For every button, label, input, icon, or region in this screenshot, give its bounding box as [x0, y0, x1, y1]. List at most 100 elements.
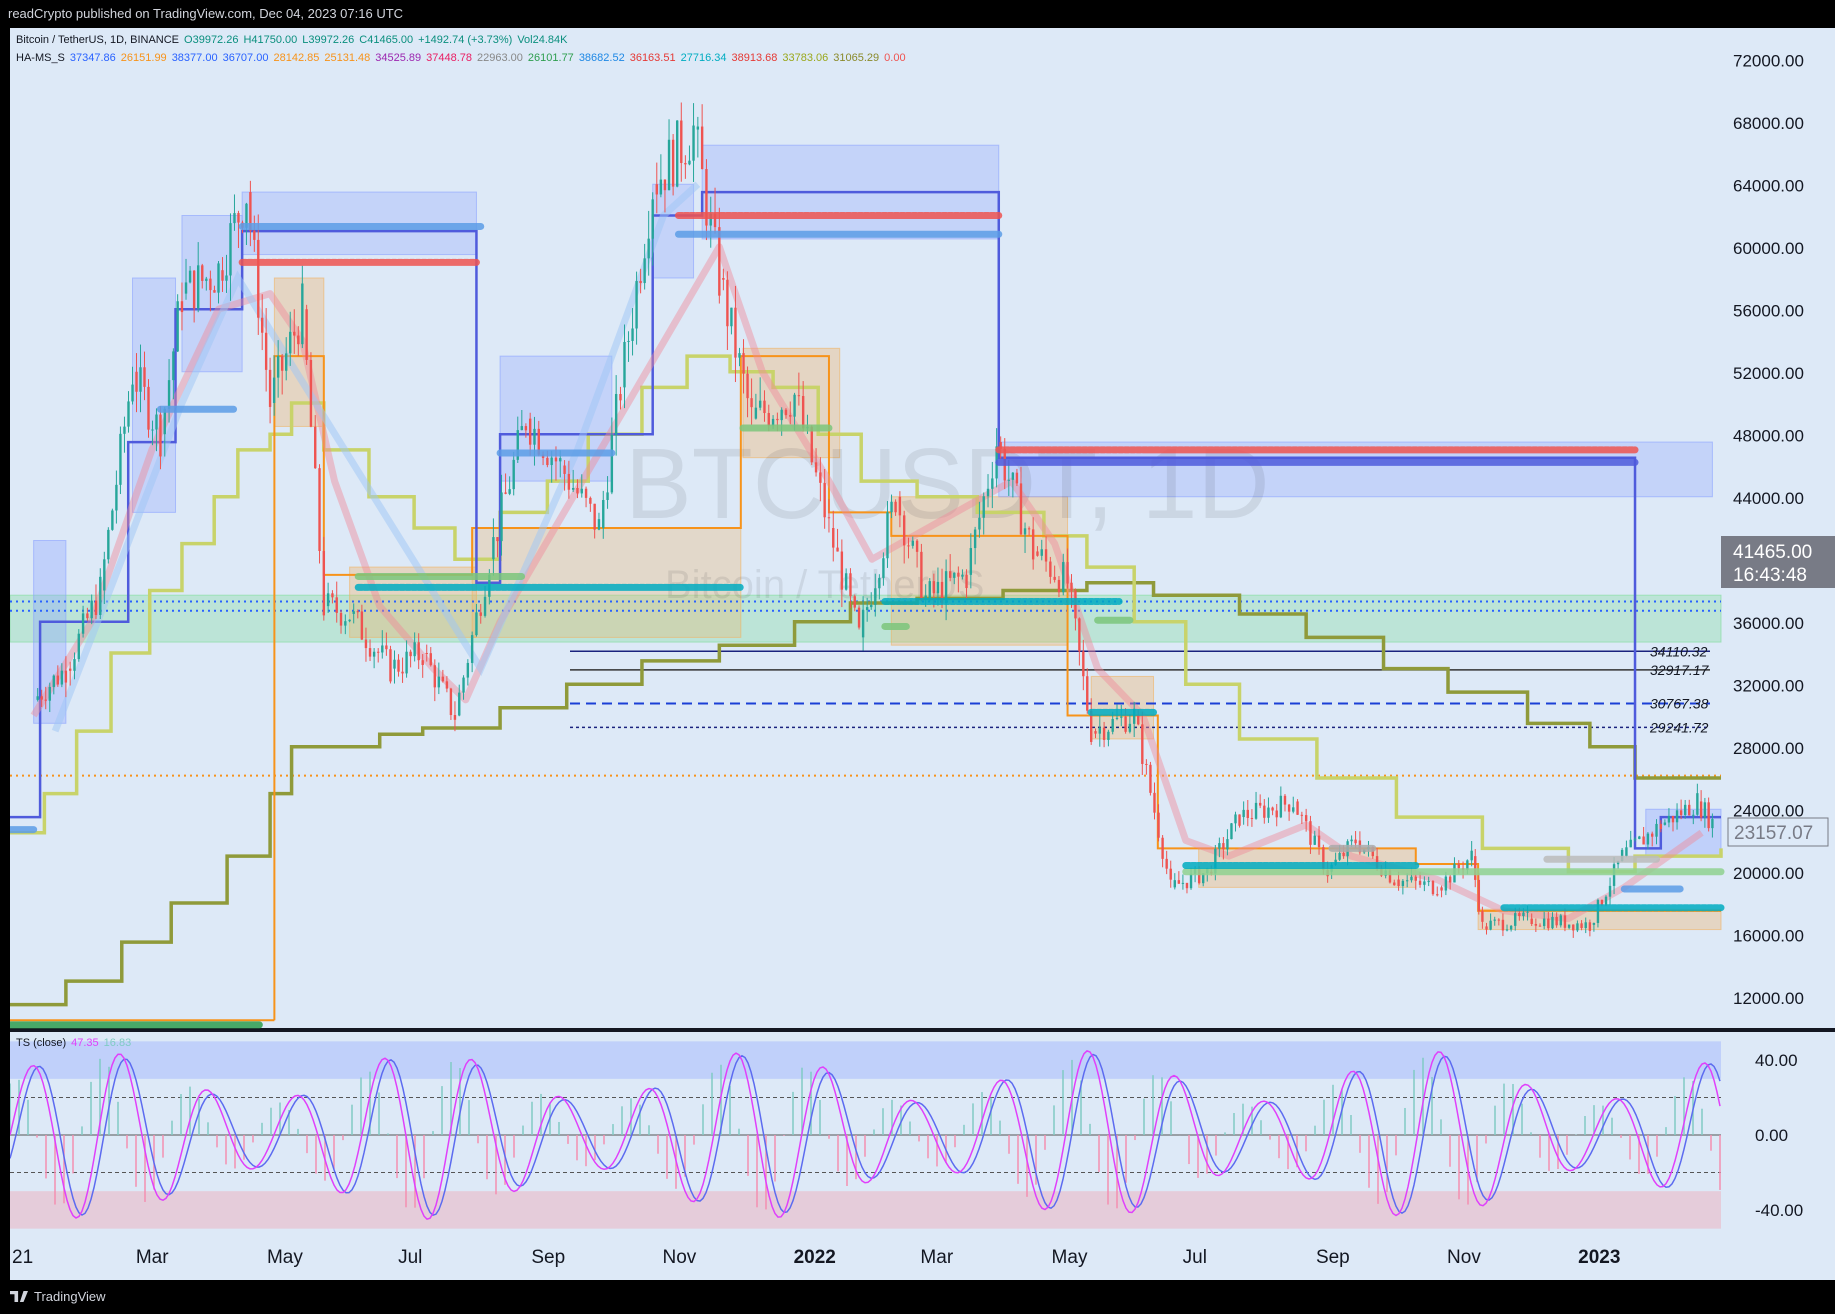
candle-body: [1214, 848, 1217, 874]
candle-body: [253, 230, 256, 240]
candle-body: [437, 676, 441, 688]
candle-body: [1230, 823, 1233, 840]
publish-header: readCrypto published on TradingView.com,…: [0, 0, 1835, 28]
candle-body: [742, 353, 745, 374]
candle-body: [953, 572, 956, 578]
candle-body: [1592, 922, 1596, 925]
candle-body: [730, 307, 733, 327]
candle-body: [1505, 929, 1509, 931]
tradingview-logo-icon: [10, 1291, 28, 1302]
candle-body: [898, 496, 902, 516]
candle-body: [1044, 549, 1048, 562]
candle-body: [1322, 847, 1325, 870]
candle-body: [567, 473, 571, 490]
candle-body: [123, 426, 126, 434]
price-tick-label: 48000.00: [1733, 426, 1804, 445]
candle-body: [64, 670, 68, 683]
candle-body: [429, 653, 432, 666]
candle-body: [1137, 715, 1140, 725]
candle-body: [1031, 529, 1035, 560]
candle-body: [1350, 839, 1353, 842]
legend-ohlc-value-5: Vol24.84K: [517, 34, 568, 46]
candle-body: [409, 651, 412, 657]
candle-body: [1086, 676, 1089, 711]
candle-body: [890, 501, 893, 513]
price-pane-bg: [10, 28, 1721, 1028]
candle-body: [537, 428, 540, 455]
price-axis[interactable]: 72000.00 68000.00 64000.00 60000.00 56000.00…: [1733, 51, 1804, 1008]
chart-frame[interactable]: BTCUSDT, 1D Bitcoin / TetherUS 34110.32 3…: [10, 28, 1835, 1280]
candle-body: [368, 648, 372, 657]
current-price-label: 41465.00: [1733, 542, 1812, 563]
price-tick-label: 56000.00: [1733, 301, 1804, 320]
candle-body: [285, 353, 288, 371]
candle-body: [268, 369, 272, 407]
candle-body: [767, 413, 770, 426]
candle-body: [571, 487, 575, 490]
legend-indicator-value-13: 38913.68: [731, 52, 778, 64]
tradingview-logo[interactable]: TradingView: [10, 1289, 106, 1304]
candle-body: [559, 458, 562, 462]
candle-body: [1070, 582, 1073, 591]
candle-body: [389, 649, 392, 682]
candle-body: [348, 619, 351, 622]
candle-body: [1202, 873, 1205, 884]
price-axis-bg: [1721, 28, 1835, 1028]
chart-canvas[interactable]: BTCUSDT, 1D Bitcoin / TetherUS 34110.323…: [10, 28, 1835, 1280]
secondary-price-bg: [1727, 817, 1829, 847]
candle-body: [264, 332, 268, 370]
candle-body: [172, 351, 175, 381]
candle-body: [1696, 793, 1699, 815]
candle-body: [453, 715, 457, 720]
candle-body: [272, 377, 276, 403]
candle-body: [986, 488, 990, 497]
candle-body: [205, 278, 208, 281]
candle-body: [1258, 802, 1262, 806]
candle-body: [750, 398, 753, 408]
time-tick-label: Sep: [1316, 1247, 1350, 1268]
candle-body: [936, 581, 940, 594]
legend-indicator-value-8: 22963.00: [477, 52, 523, 64]
candle-body: [924, 595, 927, 600]
candle-body: [1027, 528, 1031, 530]
level-label: 29241.72: [1649, 719, 1709, 735]
candle-body: [500, 492, 503, 542]
candle-body: [475, 612, 478, 636]
price-tick-label: 68000.00: [1733, 114, 1804, 133]
oscillator-axis[interactable]: 40.00 0.00 -40.00: [1755, 1051, 1803, 1220]
candle-body: [576, 487, 579, 494]
candle-body: [331, 593, 334, 598]
candle-body: [462, 677, 465, 693]
candle-body: [1688, 804, 1691, 816]
candle-body: [1410, 876, 1413, 881]
candle-body: [533, 428, 536, 445]
candle-body: [546, 457, 549, 466]
legend-indicator-value-1: 26151.99: [120, 52, 167, 64]
candle-body: [197, 265, 200, 309]
candle-body: [1707, 802, 1710, 829]
candle-body: [696, 126, 700, 130]
candle-body: [1246, 809, 1249, 818]
time-tick-label: Jul: [398, 1247, 422, 1268]
candle-body: [1185, 882, 1189, 889]
candle-body: [1683, 804, 1687, 815]
legend-indicator-value-5: 25131.48: [324, 52, 371, 64]
legend-indicator-value-3: 36707.00: [222, 52, 269, 64]
indicator-bars-layer: [10, 212, 1725, 1029]
candle-body: [1141, 724, 1144, 764]
current-price-bg: [1721, 536, 1835, 588]
candle-body: [928, 581, 931, 599]
time-axis[interactable]: 21 Mar May Jul Sep Nov 2022 Mar May Jul Sep Nov 2023: [12, 1247, 1620, 1268]
candle-body: [1102, 727, 1106, 740]
candle-body: [1633, 838, 1637, 840]
candle-body: [878, 577, 881, 589]
candle-body: [969, 548, 973, 575]
candle-body: [1296, 801, 1299, 815]
candle-body: [135, 371, 138, 392]
candle-body: [709, 213, 712, 226]
candle-body: [314, 426, 317, 469]
candle-body: [982, 496, 985, 518]
horizontal-levels: 34110.32 32917.17 30767.38 29241.72: [10, 600, 1721, 777]
candle-body: [445, 681, 449, 689]
candle-body: [1481, 911, 1484, 922]
